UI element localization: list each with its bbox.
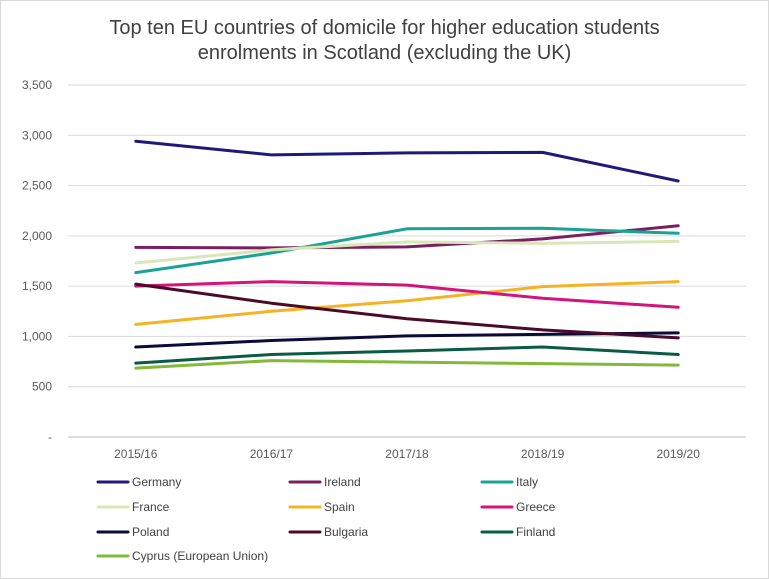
legend-label-cyprus-european-union: Cyprus (European Union) xyxy=(132,549,268,563)
x-tick-label: 2015/16 xyxy=(114,447,158,461)
series-line-finland xyxy=(134,345,680,365)
series-line-italy xyxy=(134,226,680,275)
y-tick-label: - xyxy=(48,430,52,444)
series-line-ireland xyxy=(134,224,680,250)
series-line-germany xyxy=(134,139,680,183)
legend-label-italy: Italy xyxy=(516,475,538,489)
legend-label-germany: Germany xyxy=(132,475,181,489)
legend-label-greece: Greece xyxy=(516,500,556,514)
y-tick-label: 2,500 xyxy=(22,179,52,193)
x-tick-label: 2017/18 xyxy=(385,447,429,461)
legend-label-spain: Spain xyxy=(324,500,355,514)
legend: Germany Ireland Italy France Spain Greece Pola… xyxy=(96,475,556,563)
chart-title-line-2: enrolments in Scotland (excluding the UK… xyxy=(197,42,572,64)
chart-title-line-1: Top ten EU countries of domicile for hig… xyxy=(109,17,660,39)
y-tick-label: 2,000 xyxy=(22,229,52,243)
y-tick-label: 1,500 xyxy=(22,279,52,293)
series-line-france xyxy=(134,239,680,265)
legend-label-finland: Finland xyxy=(516,525,555,539)
y-tick-label: 1,000 xyxy=(22,329,52,343)
series-line-cyprus-european-union xyxy=(134,359,680,370)
legend-label-bulgaria: Bulgaria xyxy=(324,525,368,539)
x-tick-label: 2016/17 xyxy=(250,447,294,461)
series-line-poland xyxy=(134,331,680,349)
y-axis-ticks: - 500 1,000 1,500 2,000 2,500 3,000 3,500 xyxy=(22,78,52,444)
x-tick-label: 2019/20 xyxy=(657,447,701,461)
y-tick-label: 500 xyxy=(32,380,52,394)
y-tick-label: 3,000 xyxy=(22,128,52,142)
series-lines xyxy=(134,139,680,370)
x-axis-ticks: 2015/16 2016/17 2017/18 2018/19 2019/20 xyxy=(114,447,700,461)
y-tick-label: 3,500 xyxy=(22,78,52,92)
chart-title: Top ten EU countries of domicile for hig… xyxy=(0,16,769,66)
legend-label-poland: Poland xyxy=(132,525,169,539)
series-line-spain xyxy=(134,280,680,326)
series-line-greece xyxy=(134,280,680,309)
series-line-bulgaria xyxy=(134,282,680,340)
legend-label-ireland: Ireland xyxy=(324,475,361,489)
x-tick-label: 2018/19 xyxy=(521,447,565,461)
legend-label-france: France xyxy=(132,500,170,514)
